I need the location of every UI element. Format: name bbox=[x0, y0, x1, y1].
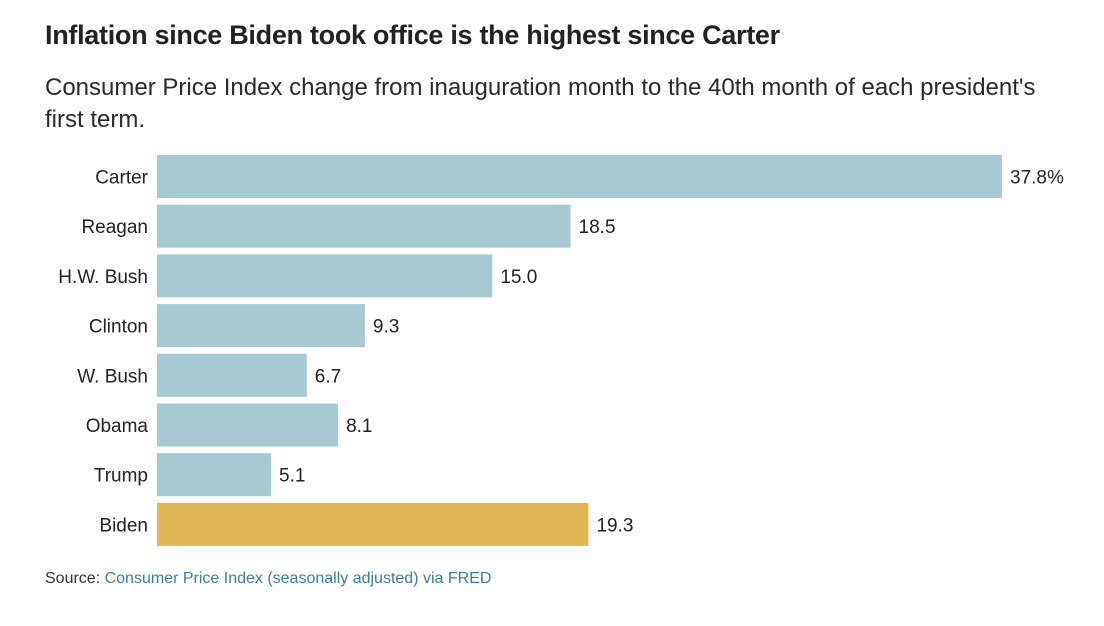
bar-h-w-bush bbox=[157, 254, 493, 298]
value-label: 9.3 bbox=[373, 317, 399, 338]
category-label: W. Bush bbox=[77, 366, 148, 387]
value-label: 18.5 bbox=[579, 217, 616, 238]
value-label: 15.0 bbox=[500, 267, 537, 288]
value-label: 37.8% bbox=[1010, 168, 1064, 189]
bar-carter bbox=[157, 155, 1002, 198]
category-label: Obama bbox=[86, 416, 149, 437]
source-note: Source: Consumer Price Index (seasonally… bbox=[45, 570, 491, 588]
category-label: Biden bbox=[99, 515, 148, 536]
bar-reagan bbox=[157, 204, 571, 248]
bar-w-bush bbox=[157, 353, 307, 397]
bar-trump bbox=[157, 453, 272, 497]
bar-obama bbox=[157, 403, 339, 447]
category-label: Clinton bbox=[89, 317, 148, 338]
category-label: Trump bbox=[94, 466, 148, 487]
chart-title: Inflation since Biden took office is the… bbox=[45, 20, 780, 50]
bar-clinton bbox=[157, 304, 365, 348]
value-label: 19.3 bbox=[596, 515, 633, 536]
source-link[interactable]: Consumer Price Index (seasonally adjuste… bbox=[104, 570, 492, 587]
category-label: Carter bbox=[95, 168, 148, 189]
source-prefix: Source: bbox=[45, 570, 101, 587]
category-label: H.W. Bush bbox=[58, 267, 148, 288]
bar-biden bbox=[157, 502, 589, 546]
chart-subtitle: Consumer Price Index change from inaugur… bbox=[45, 74, 1036, 133]
value-label: 5.1 bbox=[279, 466, 305, 487]
category-label: Reagan bbox=[81, 217, 148, 238]
value-label: 8.1 bbox=[346, 416, 372, 437]
value-label: 6.7 bbox=[315, 366, 341, 387]
